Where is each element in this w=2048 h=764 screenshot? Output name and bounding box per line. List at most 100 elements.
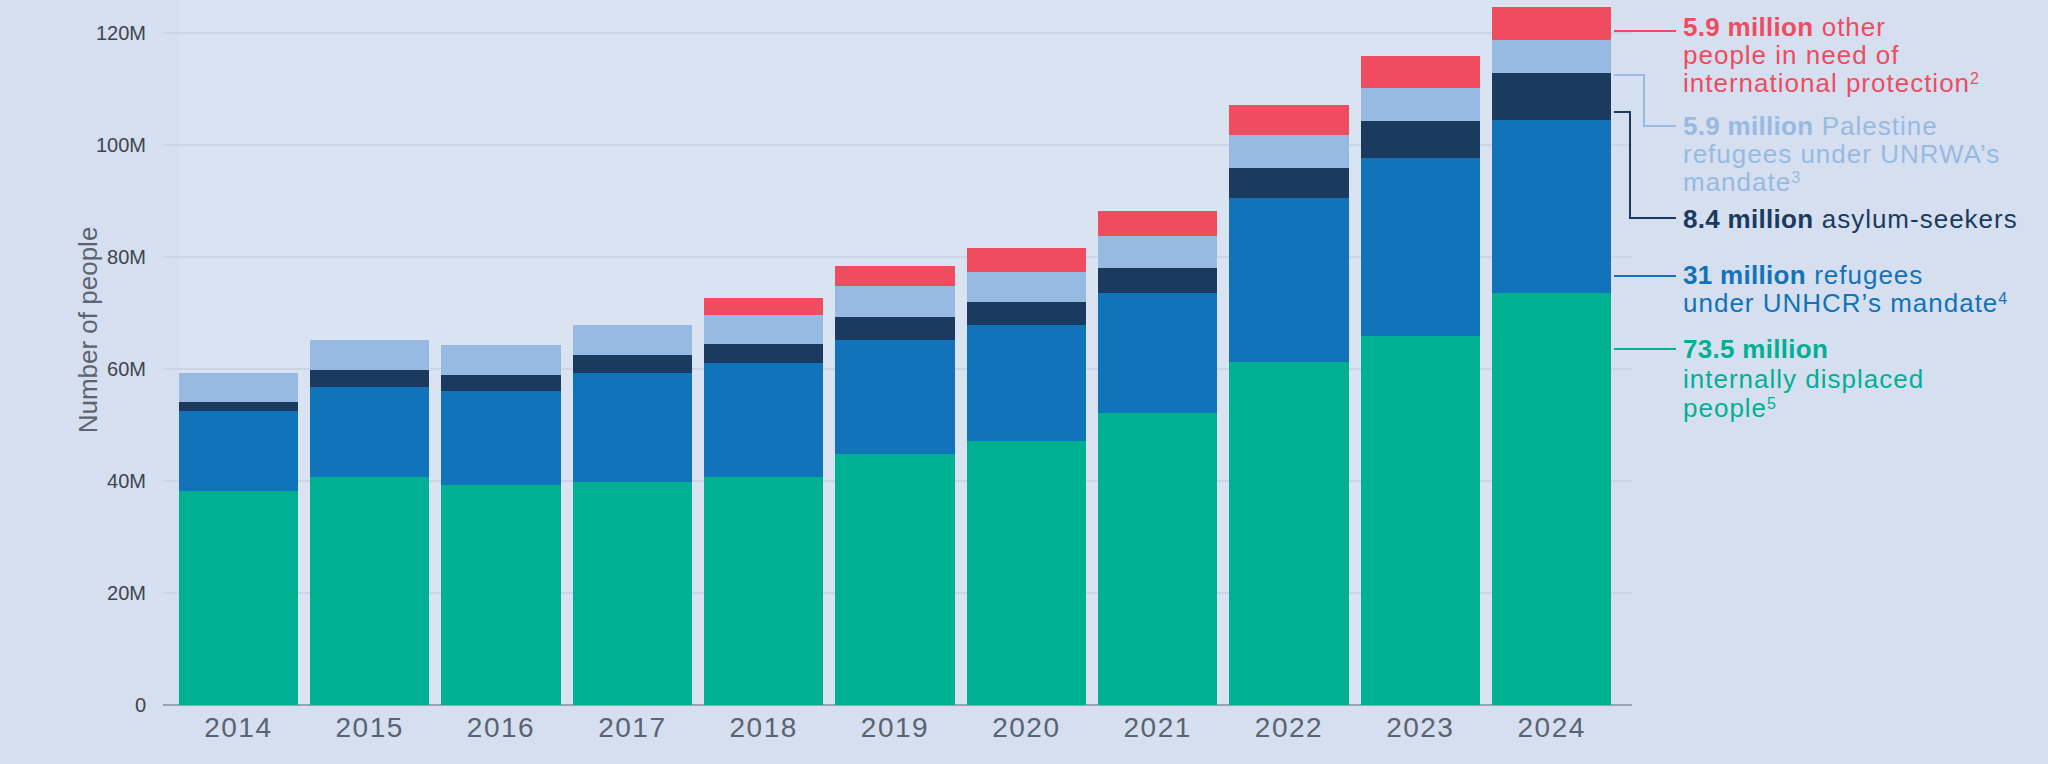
legend-connector-line: [1643, 74, 1645, 125]
bar-segment-2024-other: [1492, 7, 1611, 40]
legend-footnote-sup: 5: [1767, 395, 1777, 412]
legend-value: 31 million: [1683, 260, 1806, 290]
legend-label: international protection: [1683, 68, 1970, 98]
legend-text-line: internally displaced: [1683, 365, 1924, 395]
bar-segment-2014-internally: [179, 491, 298, 705]
bar-segment-2016-Palestine: [441, 345, 560, 375]
legend-item-other-people-in-need-of-international-protection: 5.9 million otherpeople in need ofintern…: [1683, 13, 1980, 101]
legend-item-refugees-unhcr: 31 million refugeesunder UNHCR’s mandate…: [1683, 261, 2008, 321]
bar-segment-2019-Palestine: [835, 286, 954, 317]
x-tick-label: 2014: [172, 712, 304, 744]
legend-label: mandate: [1683, 167, 1791, 197]
bar-segment-2021-Palestine: [1098, 236, 1217, 268]
bar-segment-2021-other: [1098, 211, 1217, 236]
legend-text-line: 5.9 million Palestine: [1683, 112, 2000, 140]
legend-connector-line: [1614, 111, 1629, 113]
legend-footnote-sup: 4: [1998, 290, 2008, 307]
bar-segment-2023-refugees: [1361, 158, 1480, 336]
legend-connector-line: [1643, 125, 1676, 127]
y-gridline: [163, 32, 1632, 34]
legend-label: internally displaced: [1683, 364, 1924, 394]
legend-connector-line: [1614, 30, 1676, 32]
legend-label: refugees under UNRWA’s: [1683, 139, 2000, 169]
bar-segment-2019-other: [835, 266, 954, 286]
bar-segment-2024-internally: [1492, 293, 1611, 705]
legend-connector-line: [1629, 111, 1631, 217]
bar-segment-2020-asylum-seekers: [967, 302, 1086, 325]
legend-label: refugees: [1806, 260, 1923, 290]
legend-text-line: 73.5 million: [1683, 335, 1924, 365]
bar-segment-2014-refugees: [179, 411, 298, 491]
y-tick-label: 80M: [60, 245, 146, 269]
bar-segment-2018-other: [704, 298, 823, 315]
bar-segment-2020-internally: [967, 441, 1086, 705]
x-tick-label: 2019: [829, 712, 961, 744]
legend-value: 73.5 million: [1683, 334, 1828, 364]
bar-segment-2015-Palestine: [310, 340, 429, 370]
y-tick-label: 60M: [60, 357, 146, 381]
legend-footnote-sup: 2: [1970, 70, 1980, 87]
bar-segment-2022-Palestine: [1229, 135, 1348, 168]
legend-connector-line: [1614, 275, 1676, 277]
bar-segment-2018-asylum-seekers: [704, 344, 823, 364]
bar-segment-2016-asylum-seekers: [441, 375, 560, 391]
bar-segment-2021-asylum-seekers: [1098, 268, 1217, 293]
bar-segment-2022-internally: [1229, 362, 1348, 705]
y-tick-label: 100M: [60, 133, 146, 157]
bar-segment-2017-Palestine: [573, 325, 692, 355]
bar-segment-2024-Palestine: [1492, 40, 1611, 73]
bar-segment-2015-internally: [310, 477, 429, 705]
bar-segment-2021-refugees: [1098, 293, 1217, 412]
legend-item-palestine-refugees-unrwa: 5.9 million Palestinerefugees under UNRW…: [1683, 112, 2000, 200]
legend-text-line: 31 million refugees: [1683, 261, 2008, 289]
legend-text-line: under UNHCR’s mandate4: [1683, 289, 2008, 321]
legend-value: 5.9 million: [1683, 111, 1813, 141]
x-tick-label: 2018: [698, 712, 830, 744]
legend-text-line: mandate3: [1683, 168, 2000, 200]
legend-label: other: [1813, 12, 1886, 42]
bar-segment-2014-Palestine: [179, 373, 298, 402]
legend-text-line: refugees under UNRWA’s: [1683, 140, 2000, 168]
legend-text-line: 8.4 million asylum-seekers: [1683, 205, 2018, 233]
y-tick-label: 40M: [60, 469, 146, 493]
legend-text-line: international protection2: [1683, 69, 1980, 101]
legend-label: people: [1683, 393, 1767, 423]
x-tick-label: 2016: [435, 712, 567, 744]
x-tick-label: 2023: [1354, 712, 1486, 744]
x-tick-label: 2022: [1223, 712, 1355, 744]
bar-segment-2015-asylum-seekers: [310, 370, 429, 387]
legend-footnote-sup: 3: [1791, 169, 1801, 186]
y-tick-label: 120M: [60, 21, 146, 45]
bar-segment-2019-asylum-seekers: [835, 317, 954, 339]
bar-segment-2021-internally: [1098, 413, 1217, 705]
y-tick-label: 20M: [60, 581, 146, 605]
bar-segment-2022-other: [1229, 105, 1348, 135]
bar-segment-2022-asylum-seekers: [1229, 168, 1348, 198]
bar-segment-2015-refugees: [310, 387, 429, 477]
legend-label: people in need of: [1683, 40, 1900, 70]
legend-text-line: 5.9 million other: [1683, 13, 1980, 41]
legend-item-internally-displaced-people: 73.5 millioninternally displacedpeople5: [1683, 335, 1924, 427]
bar-segment-2020-refugees: [967, 325, 1086, 441]
bar-segment-2019-refugees: [835, 340, 954, 454]
legend-connector-line: [1614, 74, 1643, 76]
bar-segment-2018-Palestine: [704, 315, 823, 344]
y-tick-label: 0: [60, 693, 146, 717]
bar-segment-2017-asylum-seekers: [573, 355, 692, 373]
legend-connector-line: [1614, 348, 1676, 350]
bar-segment-2023-asylum-seekers: [1361, 121, 1480, 159]
legend-text-line: people5: [1683, 394, 1924, 427]
bar-segment-2017-internally: [573, 482, 692, 705]
legend-label: under UNHCR’s mandate: [1683, 288, 1998, 318]
x-tick-label: 2024: [1486, 712, 1618, 744]
x-tick-label: 2021: [1092, 712, 1224, 744]
legend-value: 5.9 million: [1683, 12, 1813, 42]
legend-text-line: people in need of: [1683, 41, 1980, 69]
bar-segment-2022-refugees: [1229, 198, 1348, 362]
bar-segment-2024-asylum-seekers: [1492, 73, 1611, 120]
legend-label: asylum-seekers: [1813, 204, 2017, 234]
bar-segment-2020-other: [967, 248, 1086, 272]
bar-segment-2023-other: [1361, 56, 1480, 88]
bar-segment-2023-internally: [1361, 336, 1480, 705]
x-tick-label: 2015: [304, 712, 436, 744]
